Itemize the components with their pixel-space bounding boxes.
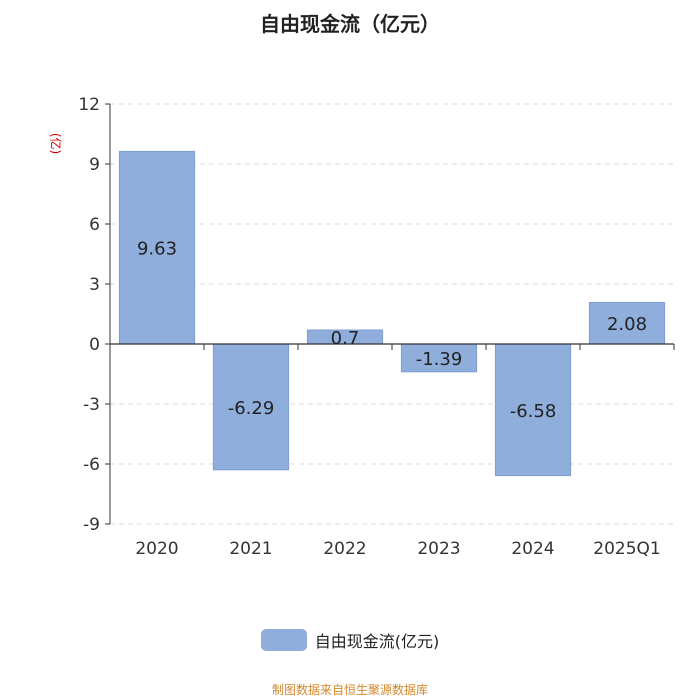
source-note: 制图数据来自恒生聚源数据库: [271, 683, 428, 697]
y-tick-label: -6: [83, 455, 100, 475]
y-tick-label: 0: [89, 335, 100, 355]
grid-lines: [110, 103, 674, 525]
y-tick-label: 3: [89, 275, 100, 295]
legend[interactable]: 自由现金流(亿元): [0, 628, 700, 652]
axes: 12 9 6 3 0 -3 -6 -9 2020 2021 2022 2023 2024 2025Q1: [78, 95, 675, 559]
y-tick-label: -3: [83, 395, 100, 415]
data-label: 9.63: [137, 239, 177, 260]
data-label: 2.08: [607, 314, 647, 335]
y-tick-label: 9: [89, 155, 100, 175]
x-tick-label: 2025Q1: [593, 539, 660, 559]
legend-swatch: [260, 629, 307, 651]
bar[interactable]: [118, 150, 196, 345]
x-tick-label: 2020: [135, 539, 178, 559]
data-label: 0.7: [331, 328, 360, 349]
bars: [118, 150, 666, 477]
x-tick-label: 2022: [323, 539, 366, 559]
data-label: -6.58: [510, 401, 557, 422]
chart-title: 自由现金流（亿元）: [260, 12, 440, 36]
bar[interactable]: [400, 343, 478, 373]
bar[interactable]: [212, 343, 290, 471]
bar[interactable]: [494, 343, 572, 477]
x-tick-label: 2023: [417, 539, 460, 559]
y-tick-label: -9: [83, 515, 100, 535]
data-label: -6.29: [228, 398, 275, 419]
x-tick-label: 2021: [229, 539, 272, 559]
data-label: -1.39: [416, 349, 463, 370]
legend-label: 自由现金流(亿元): [314, 632, 440, 651]
y-tick-label: 12: [78, 95, 100, 115]
y-tick-label: 6: [89, 215, 100, 235]
data-labels: 9.63 -6.29 0.7 -1.39 -6.58 2.08: [137, 239, 647, 422]
x-tick-label: 2024: [511, 539, 554, 559]
bar[interactable]: [588, 301, 666, 345]
